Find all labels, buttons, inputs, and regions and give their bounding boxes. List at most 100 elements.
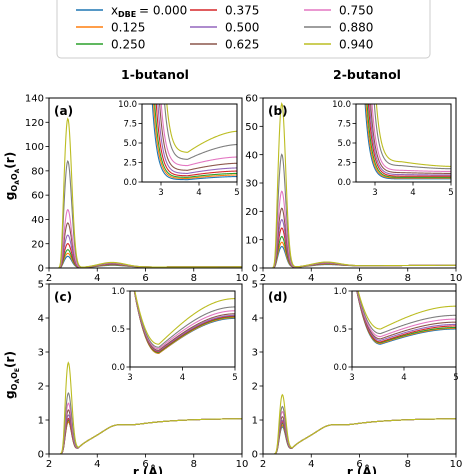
panel-a-xtick-label: 6 bbox=[142, 273, 148, 284]
panel-b: 2 4 6 8 10 0 10 20 30 40 50 60 (b) bbox=[245, 94, 462, 284]
inset-c-ytick-label: 0.5 bbox=[111, 325, 125, 335]
inset-a-series-line-1 bbox=[153, 104, 237, 180]
inset-c-ytick-label: 0.0 bbox=[111, 363, 125, 373]
x-axis-label-left: r (Å) bbox=[133, 464, 163, 474]
inset-b-series-line-1 bbox=[365, 104, 451, 179]
panel-a-panel-label: (a) bbox=[54, 104, 73, 118]
y-axis-label-text: gOAOA(r) bbox=[3, 152, 21, 200]
inset-a-series-line-0 bbox=[151, 104, 237, 181]
legend-box bbox=[56, 0, 431, 59]
inset-c-series-line-7 bbox=[134, 291, 235, 348]
panel-c-ytick-label: 1 bbox=[38, 416, 44, 427]
inset-b-xtick-label: 3 bbox=[372, 188, 377, 198]
inset-d-series-line-7 bbox=[357, 291, 456, 335]
inset-b-series-line-0 bbox=[364, 104, 451, 180]
legend-label-8: 0.940 bbox=[339, 38, 373, 52]
panel-c-ytick-label: 3 bbox=[38, 348, 44, 359]
inset-b-series-line-6 bbox=[371, 104, 451, 173]
panel-d-ytick-label: 3 bbox=[252, 348, 258, 359]
inset-c-xtick-label: 4 bbox=[180, 373, 185, 383]
panel-d-ytick-label: 5 bbox=[252, 280, 258, 291]
panel-a-ytick-label: 80 bbox=[31, 166, 44, 177]
panel-b-panel-label: (b) bbox=[268, 104, 288, 118]
inset-d-ytick-label: 0.5 bbox=[333, 325, 347, 335]
panel-c-xtick-label: 10 bbox=[236, 459, 249, 470]
legend-label-3: 0.375 bbox=[225, 4, 259, 18]
panel-d-series bbox=[263, 393, 456, 454]
panel-a-xtick-label: 8 bbox=[191, 273, 197, 284]
panel-d-ytick-label: 0 bbox=[252, 450, 258, 461]
inset-d-xtick-label: 5 bbox=[453, 373, 458, 383]
inset-d-ytick-label: 0.0 bbox=[333, 363, 347, 373]
inset-a-xtick-label: 3 bbox=[158, 188, 163, 198]
panel-b-ytick-label: 30 bbox=[245, 179, 258, 190]
inset-a-xtick-label: 5 bbox=[234, 188, 239, 198]
panel-b-xtick-label: 10 bbox=[450, 273, 463, 284]
inset-d-series-line-6 bbox=[356, 291, 456, 338]
panel-d-panel-label: (d) bbox=[268, 290, 288, 304]
inset-a-ytick-label: 5.0 bbox=[123, 139, 137, 149]
inset-d-xtick-label: 4 bbox=[401, 373, 406, 383]
y-axis-label-top: gOAOA(r) bbox=[3, 152, 21, 200]
inset-c-xtick-label: 3 bbox=[127, 373, 132, 383]
panel-c-series-line-6 bbox=[49, 402, 242, 454]
y-axis-label-bottom: gOAOE(r) bbox=[3, 351, 21, 399]
inset-c-xtick-label: 5 bbox=[232, 373, 237, 383]
inset-b-ytick-label: 10.0 bbox=[332, 100, 351, 110]
panel-b-series bbox=[263, 101, 456, 268]
panel-b-series-line-6 bbox=[263, 190, 456, 268]
inset-c-series-line-8 bbox=[134, 291, 235, 345]
panel-b-ytick-label: 40 bbox=[245, 150, 258, 161]
panel-c-series-line-8 bbox=[49, 361, 242, 454]
inset-b-series-line-2 bbox=[366, 104, 451, 178]
inset-b-xtick-label: 4 bbox=[410, 188, 415, 198]
inset-d-xtick-label: 3 bbox=[349, 373, 354, 383]
inset-c: 3 4 5 0.0 0.5 1.0 bbox=[111, 287, 237, 383]
legend-label-4: 0.500 bbox=[225, 21, 259, 35]
legend-label-5: 0.625 bbox=[225, 38, 259, 52]
panel-b-ytick-label: 0 bbox=[252, 264, 258, 275]
panel-c-series-line-1 bbox=[49, 418, 242, 454]
panel-c-xtick-label: 2 bbox=[46, 459, 52, 470]
inset-a-series-line-7 bbox=[164, 104, 237, 160]
inset-c-ytick-label: 1.0 bbox=[111, 287, 125, 297]
panel-a-series-line-8 bbox=[49, 117, 242, 268]
y-axis-label-text: gOAOE(r) bbox=[3, 351, 21, 399]
inset-c-series-line-5 bbox=[133, 291, 235, 351]
inset-d: 3 4 5 0.0 0.5 1.0 bbox=[333, 287, 458, 383]
inset-b: 3 4 5 0.0 2.5 5.0 7.5 10.0 bbox=[332, 100, 454, 198]
panel-c-xtick-label: 6 bbox=[142, 459, 148, 470]
legend-label-1: 0.125 bbox=[111, 21, 145, 35]
inset-a-series bbox=[151, 104, 237, 181]
inset-b-ytick-label: 5.0 bbox=[337, 139, 351, 149]
inset-b-xtick-label: 5 bbox=[448, 188, 453, 198]
panel-a-xtick-label: 4 bbox=[94, 273, 100, 284]
inset-d-series-line-3 bbox=[356, 291, 456, 343]
panel-b-xtick-label: 2 bbox=[260, 273, 266, 284]
panel-c-ytick-label: 5 bbox=[38, 280, 44, 291]
panel-d-xtick-label: 2 bbox=[260, 459, 266, 470]
panel-b-series-line-8 bbox=[263, 101, 456, 268]
panel-a-ytick-label: 140 bbox=[25, 94, 44, 105]
panel-d-ytick-label: 4 bbox=[252, 314, 258, 325]
inset-a-series-line-2 bbox=[154, 104, 237, 178]
panel-a-xtick-label: 2 bbox=[46, 273, 52, 284]
panel-c-ytick-label: 0 bbox=[38, 450, 44, 461]
inset-b-series-line-4 bbox=[368, 104, 451, 176]
panel-a-series bbox=[49, 117, 242, 268]
inset-b-series-line-7 bbox=[373, 104, 451, 170]
panel-c-ytick-label: 4 bbox=[38, 314, 44, 325]
legend-label-0: = 0.000 bbox=[139, 4, 187, 18]
inset-a-series-line-4 bbox=[157, 104, 237, 174]
inset-a-series-line-6 bbox=[160, 104, 237, 167]
inset-a-series-line-3 bbox=[155, 104, 237, 177]
panel-a-ytick-label: 0 bbox=[38, 264, 44, 275]
panel-c-ytick-label: 2 bbox=[38, 382, 44, 393]
inset-c-series bbox=[133, 291, 235, 354]
inset-b-series-line-8 bbox=[375, 104, 451, 167]
panel-b-ytick-label: 20 bbox=[245, 207, 258, 218]
inset-a-xtick-label: 4 bbox=[196, 188, 201, 198]
panel-d-ytick-label: 1 bbox=[252, 416, 258, 427]
panel-c-panel-label: (c) bbox=[54, 290, 72, 304]
